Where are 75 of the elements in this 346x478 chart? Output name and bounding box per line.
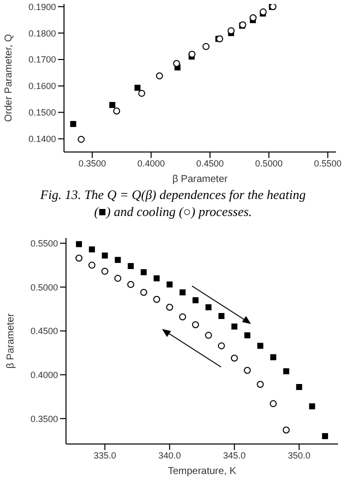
point [140,269,147,276]
point [140,288,148,296]
y-tick-label: 0.1400 [28,134,56,144]
y-tick-label: 0.4000 [30,370,58,380]
y-tick-label: 0.4500 [30,326,58,336]
y-tick-label: 0.5000 [30,282,58,292]
point [202,43,210,50]
point [180,289,186,296]
x-axis-title: Temperature, K [168,466,237,477]
point [88,262,96,269]
point [114,274,122,282]
x-tick-label: 0.4000 [137,158,165,168]
x-tick-label: 335.0 [94,450,116,460]
point [256,380,264,388]
y-tick-label: 0.1600 [28,81,56,92]
point [296,384,302,390]
x-axis-title: β Parameter [172,174,228,185]
x-tick-label: 0.5500 [314,158,342,168]
point [128,263,134,270]
y-tick-label: 0.3500 [30,414,58,424]
point [283,368,290,374]
point [260,8,267,16]
point [192,297,199,304]
point [127,280,134,288]
point [205,304,212,310]
point [76,241,82,248]
point [113,108,120,115]
point [153,296,160,303]
x-tick-label: 0.3500 [78,158,106,168]
point [154,275,160,282]
y-tick-label: 0.1800 [28,28,56,38]
point [75,254,82,262]
point [282,426,290,434]
point [244,332,250,338]
caption: Fig. 13. The Q = Q(β) dependences for the heating (■) and cooling (○) processes. [39,186,307,220]
point [218,342,225,350]
point [134,84,140,91]
point [218,313,224,320]
y-tick-label: 0.1500 [28,108,56,118]
point [88,246,95,252]
point [192,321,200,328]
point [244,366,251,374]
point [109,102,116,108]
y-tick-label: 0.5500 [30,238,58,248]
point [250,14,257,22]
point [228,27,235,34]
point [188,50,196,58]
x-tick-label: 345.0 [223,450,246,460]
point [102,252,108,259]
point [101,268,108,275]
x-tick-label: 350.0 [288,450,310,460]
x-tick-label: 0.4500 [196,158,224,168]
y-axis-title: Order Parameter, Q [4,34,15,122]
point [173,60,180,67]
y-axis-title: β Parameter [6,312,17,369]
point [78,136,85,143]
point [179,313,186,320]
point [156,72,163,80]
point [166,304,174,311]
point [230,354,238,362]
point [309,403,316,410]
point [204,332,212,339]
y-tick-label: 0.1900 [28,2,56,12]
x-tick-label: 340.0 [158,450,181,460]
y-tick-label: 0.1700 [28,54,56,65]
point [257,342,264,349]
point [70,120,76,127]
point [231,324,238,330]
point [138,90,146,97]
point [114,256,121,263]
point [166,281,173,288]
point [322,433,328,440]
point [270,354,276,360]
x-tick-label: 0.5000 [255,158,283,168]
point [270,400,277,408]
